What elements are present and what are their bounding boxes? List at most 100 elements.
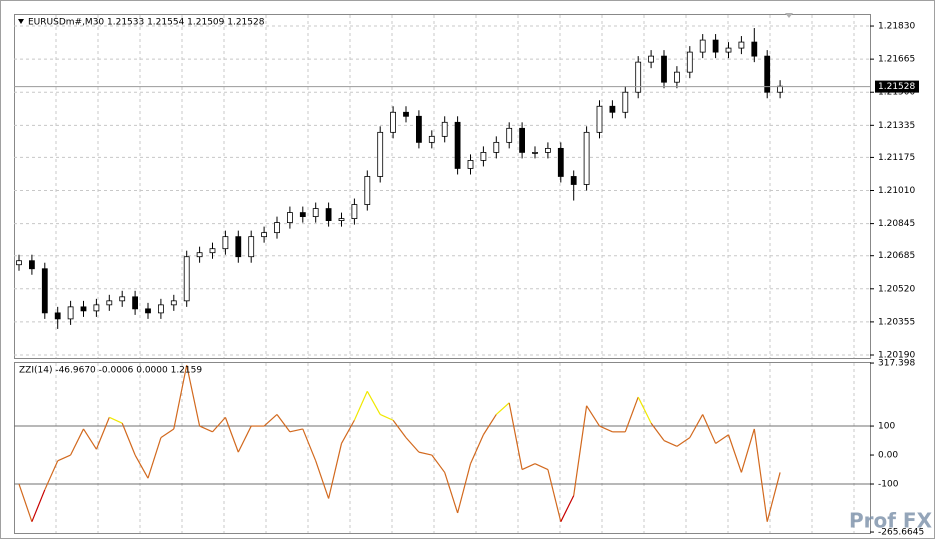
candle-body (596, 105, 603, 133)
indicator-segment (31, 489, 46, 522)
indicator-segment (379, 413, 394, 421)
y-tick-label: 1.21830 (878, 22, 915, 32)
indicator-segment (573, 405, 588, 496)
indicator-segment (469, 434, 484, 464)
candle-body (686, 51, 693, 73)
candle-body (312, 208, 319, 217)
candle-body (532, 152, 538, 154)
candle-body (545, 147, 551, 153)
candle-body (28, 260, 35, 270)
y-tick-label: 100 (878, 422, 895, 432)
candle-body (712, 39, 719, 53)
indicator-segment (715, 434, 729, 444)
y-tick-label: 1.20355 (878, 317, 915, 327)
candle-body (235, 236, 242, 258)
y-tick-label: 1.20845 (878, 219, 915, 229)
indicator-segment (160, 428, 175, 439)
candle-body (41, 268, 48, 314)
candle-body (635, 61, 642, 93)
y-tick-label: -100 (878, 480, 899, 490)
indicator-segment (727, 434, 742, 473)
indicator-segment (70, 428, 85, 456)
y-tick-label: 317.398 (878, 359, 915, 369)
main-title: EURUSDm#,M30 1.21533 1.21554 1.21509 1.2… (28, 18, 265, 28)
candle-body (777, 85, 783, 93)
candle-body (377, 131, 384, 177)
candle-body (16, 260, 22, 266)
candle-body (648, 55, 654, 63)
indicator-segment (650, 422, 665, 441)
indicator-segment (586, 405, 601, 427)
y-tick-label: 1.21175 (878, 153, 915, 163)
candle-body (67, 306, 74, 320)
candle-body (222, 236, 229, 250)
last-price-box (875, 80, 919, 93)
candle-body (351, 204, 358, 219)
indicator-segment (521, 463, 536, 471)
candle-body (480, 152, 487, 161)
y-tick-label: 0.00 (878, 451, 898, 461)
candle-body (583, 131, 590, 185)
menu-triangle[interactable] (18, 19, 24, 24)
candle-body (557, 147, 564, 177)
indicator-segment (18, 483, 33, 522)
candle-body (299, 212, 306, 217)
indicator-segment (199, 425, 213, 433)
candle-body (119, 296, 126, 302)
candle-body (248, 236, 255, 258)
candle-body (622, 91, 629, 113)
candle-body (274, 222, 280, 234)
indicator-segment (95, 417, 110, 450)
candle-body (570, 176, 577, 185)
indicator-segment (702, 414, 717, 444)
indicator-segment (353, 391, 368, 421)
indicator-segment (57, 454, 71, 462)
candle-body (428, 135, 435, 143)
indicator-segment (534, 463, 549, 471)
indicator-segment (624, 396, 639, 433)
indicator-segment (560, 495, 575, 522)
y-tick-label: 1.21500 (878, 88, 915, 98)
candle-body (325, 208, 332, 222)
candle-body (338, 218, 345, 222)
indicator-segment (599, 425, 613, 433)
candle-body (674, 71, 680, 83)
candle-body (196, 252, 203, 258)
y-tick-label: 1.21665 (878, 55, 915, 65)
indicator-segment (495, 402, 510, 415)
indicator-segment (302, 428, 317, 462)
indicator-segment (753, 428, 768, 522)
indicator-segment (134, 454, 149, 479)
indicator-segment (663, 439, 678, 447)
indicator-segment (289, 428, 303, 433)
candle-body (261, 232, 268, 238)
indicator-segment (328, 443, 343, 499)
candle-body (467, 160, 474, 169)
indicator-segment (237, 425, 252, 453)
indicator-segment (444, 472, 459, 514)
indicator-segment (212, 416, 226, 433)
candle-body (403, 111, 409, 117)
candle-body (286, 212, 293, 224)
indicator-segment (366, 390, 381, 415)
candle-body (93, 304, 100, 312)
candle-body (106, 300, 113, 306)
candle-body (364, 176, 371, 205)
indicator-segment (315, 460, 330, 499)
indicator-segment (224, 417, 239, 453)
candle-body (209, 248, 216, 254)
y-tick-label: 1.21010 (878, 186, 915, 196)
y-tick-label: 1.20190 (878, 350, 915, 360)
candle-body (80, 306, 87, 312)
y-tick-label: -265.6645 (878, 528, 924, 538)
candle-body (751, 41, 758, 57)
indicator-segment (44, 460, 59, 491)
candle-body (738, 41, 745, 49)
indicator-segment (109, 416, 123, 424)
indicator-segment (186, 365, 201, 427)
indicator-segment (263, 414, 278, 427)
plot (16, 28, 783, 522)
watermark: Prof FX (849, 509, 933, 533)
indicator-segment (82, 428, 97, 450)
